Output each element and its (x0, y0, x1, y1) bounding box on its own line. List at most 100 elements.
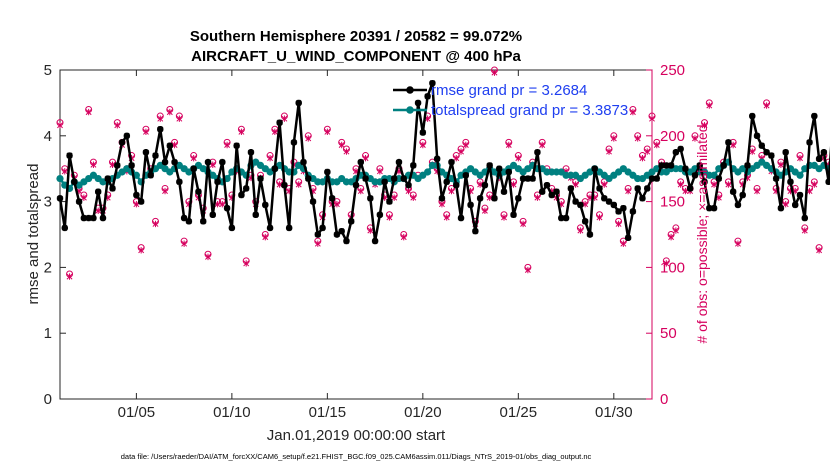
rmse-point (768, 152, 775, 159)
obs-assimilated-marker (596, 214, 603, 221)
rmse-point (281, 181, 288, 189)
obs-assimilated-marker (152, 220, 159, 228)
rmse-point (80, 214, 88, 222)
rmse-point (386, 198, 393, 205)
legend: rmse grand pr = 3.2684 totalspread grand… (393, 82, 628, 119)
legend-rmse-marker (406, 86, 414, 94)
x-tick-label: 01/30 (595, 404, 633, 421)
rmse-point (591, 165, 598, 172)
rmse-point (300, 158, 307, 166)
rmse-point (395, 158, 403, 166)
x-tick-label: 01/10 (213, 404, 251, 421)
obs-assimilated-marker (462, 141, 469, 149)
rmse-point (734, 201, 742, 209)
obs-assimilated-marker (95, 207, 102, 215)
obs-assimilated-marker (811, 181, 818, 188)
x-tick-label: 01/25 (500, 404, 538, 421)
rmse-point (462, 172, 470, 179)
obs-assimilated-marker (754, 187, 760, 195)
obs-assimilated-marker (262, 233, 269, 241)
obs-assimilated-marker (61, 168, 68, 175)
obs-assimilated-marker (577, 227, 584, 234)
obs-assimilated-marker (338, 141, 345, 149)
obs-assimilated-marker (219, 201, 226, 208)
obs-assimilated-marker (410, 194, 417, 201)
rmse-point (324, 168, 331, 176)
rmse-point (667, 162, 675, 169)
rmse-point (524, 175, 532, 182)
obs-assimilated-marker (391, 194, 398, 201)
rmse-point (624, 234, 632, 241)
rmse-point (629, 208, 637, 215)
obs-assimilated-marker (305, 135, 312, 142)
rmse-point (558, 214, 565, 222)
rmse-point (276, 119, 283, 126)
rmse-point (505, 168, 512, 176)
rmse-point (133, 191, 140, 199)
obs-assimilated-marker (66, 273, 73, 280)
rmse-point (682, 165, 689, 172)
rmse-point (763, 149, 770, 156)
obs-assimilated-marker (362, 154, 369, 162)
rmse-point (333, 231, 341, 238)
rmse-point (233, 142, 240, 149)
rmse-point (438, 195, 446, 202)
rmse-point (691, 172, 699, 179)
left-axis-label: rmse and totalspread (25, 164, 42, 305)
rmse-point (753, 132, 761, 139)
rmse-point (596, 185, 603, 192)
rmse-point (285, 224, 293, 232)
rmse-point (109, 185, 116, 192)
obs-assimilated-marker (333, 201, 340, 208)
rmse-point (706, 204, 713, 212)
rmse-point (820, 149, 828, 156)
rmse-point (796, 191, 804, 199)
rmse-point (352, 181, 360, 189)
rmse-point (758, 142, 766, 149)
rmse-point (811, 112, 818, 120)
rmse-point (309, 198, 317, 205)
rmse-point (266, 224, 274, 232)
obs-assimilated-marker (295, 181, 302, 188)
obs-assimilated-marker (405, 187, 412, 195)
rmse-point (314, 231, 322, 238)
rmse-point (414, 99, 422, 107)
rmse-point (710, 204, 718, 212)
rmse-point (519, 175, 527, 182)
left-tick-label: 1 (44, 325, 52, 342)
rmse-point (581, 218, 589, 225)
rmse-point (376, 211, 384, 218)
obs-assimilated-marker (448, 187, 455, 195)
rmse-point (801, 214, 808, 222)
obs-assimilated-marker (572, 181, 579, 188)
right-tick-label: 250 (660, 62, 685, 79)
rmse-point (161, 158, 169, 166)
rmse-point (204, 158, 212, 166)
obs-assimilated-marker (734, 240, 741, 247)
rmse-point (639, 195, 646, 202)
rmse-point (419, 129, 427, 136)
obs-assimilated-marker (677, 181, 684, 188)
obs-assimilated-marker (782, 201, 789, 208)
rmse-point (500, 188, 508, 195)
rmse-point (405, 181, 412, 189)
obs-assimilated-marker (601, 181, 608, 188)
data-file-footnote: data file: /Users/raeder/DAI/ATM_forcXX/… (121, 452, 592, 461)
rmse-point (696, 162, 703, 169)
legend-spread-marker (406, 106, 414, 114)
rmse-point (457, 214, 465, 222)
rmse-point (271, 165, 279, 172)
obs-assimilated-marker (711, 181, 718, 188)
left-tick-label: 0 (44, 391, 52, 408)
rmse-point (390, 175, 398, 182)
rmse-point (90, 214, 97, 222)
rmse-point (262, 201, 269, 209)
rmse-point (305, 175, 312, 182)
rmse-point (577, 201, 584, 209)
rmse-point (806, 139, 813, 146)
obs-assimilated-marker (505, 141, 512, 149)
obs-assimilated-marker (458, 148, 464, 155)
obs-assimilated-marker (672, 227, 679, 234)
chart-title-line-2: AIRCRAFT_U_WIND_COMPONENT @ 400 hPa (191, 48, 521, 65)
obs-assimilated-marker (524, 266, 531, 274)
